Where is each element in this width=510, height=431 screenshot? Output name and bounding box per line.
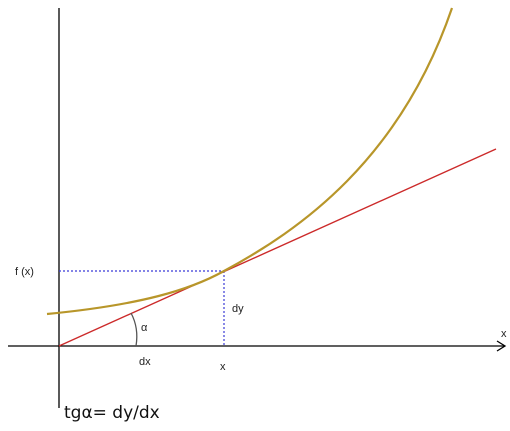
fx-label: f (x) (15, 266, 34, 278)
function-curve (46, 7, 454, 316)
x-axis-label: x (501, 328, 507, 340)
x-axis-arrowhead (496, 340, 507, 352)
alpha-label: α (141, 322, 148, 334)
angle-arc (130, 312, 138, 347)
tangent-line (58, 148, 497, 347)
x-point-label: x (220, 361, 226, 373)
tangent-formula: tgα= dy/dx (64, 403, 160, 423)
dy-label: dy (232, 303, 244, 315)
dx-label: dx (139, 356, 151, 368)
